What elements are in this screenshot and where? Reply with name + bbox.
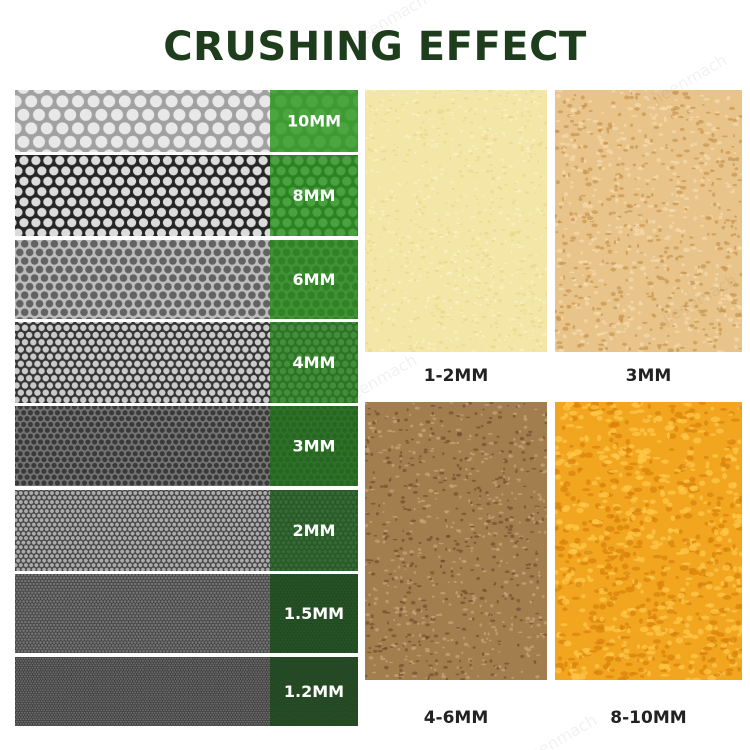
screen-label: 1.2MM	[284, 682, 344, 701]
label-band	[270, 490, 358, 571]
screen-label: 6MM	[293, 270, 336, 289]
sample-texture	[365, 90, 547, 352]
sample: 3MM	[555, 90, 742, 386]
sample: 8-10MM	[555, 402, 742, 728]
plate-shade	[15, 240, 270, 319]
plate-shade	[15, 155, 270, 236]
screen-strip: 4MM	[15, 322, 358, 403]
label-band	[270, 155, 358, 236]
plate-shade	[15, 574, 270, 653]
label-band	[270, 574, 358, 653]
plate-shade	[15, 490, 270, 571]
screen-strip: 1.5MM	[15, 574, 358, 653]
sample: 1-2MM	[365, 90, 547, 386]
sample-texture	[555, 402, 742, 680]
sample-label: 4-6MM	[424, 708, 489, 728]
label-band	[270, 240, 358, 319]
sample: 4-6MM	[365, 402, 547, 728]
sample-label: 1-2MM	[424, 366, 489, 386]
screen-label: 10MM	[287, 112, 341, 131]
plate-shade	[15, 322, 270, 403]
sample-label: 8-10MM	[610, 708, 686, 728]
screen-strip: 10MM	[15, 90, 358, 152]
screen-strip: 8MM	[15, 155, 358, 236]
sample-photo	[365, 90, 547, 352]
plate-shade	[15, 406, 270, 486]
screen-strip: 6MM	[15, 240, 358, 319]
sample-texture	[365, 402, 547, 680]
screen-label: 2MM	[293, 521, 336, 540]
screen-label: 4MM	[293, 353, 336, 372]
screen-strip: 1.2MM	[15, 657, 358, 726]
sample-texture	[555, 90, 742, 352]
screen-label: 8MM	[293, 186, 336, 205]
screen-strip: 2MM	[15, 490, 358, 571]
label-band	[270, 322, 358, 403]
sample-label: 3MM	[626, 366, 672, 386]
plate-shade	[15, 90, 270, 152]
screen-label: 3MM	[293, 437, 336, 456]
label-band	[270, 657, 358, 726]
title: CRUSHING EFFECT	[163, 24, 587, 70]
plate-shade	[15, 657, 270, 726]
screen-label: 1.5MM	[284, 604, 344, 623]
screen-strip: 3MM	[15, 406, 358, 486]
label-band	[270, 406, 358, 486]
label-band	[270, 90, 358, 152]
